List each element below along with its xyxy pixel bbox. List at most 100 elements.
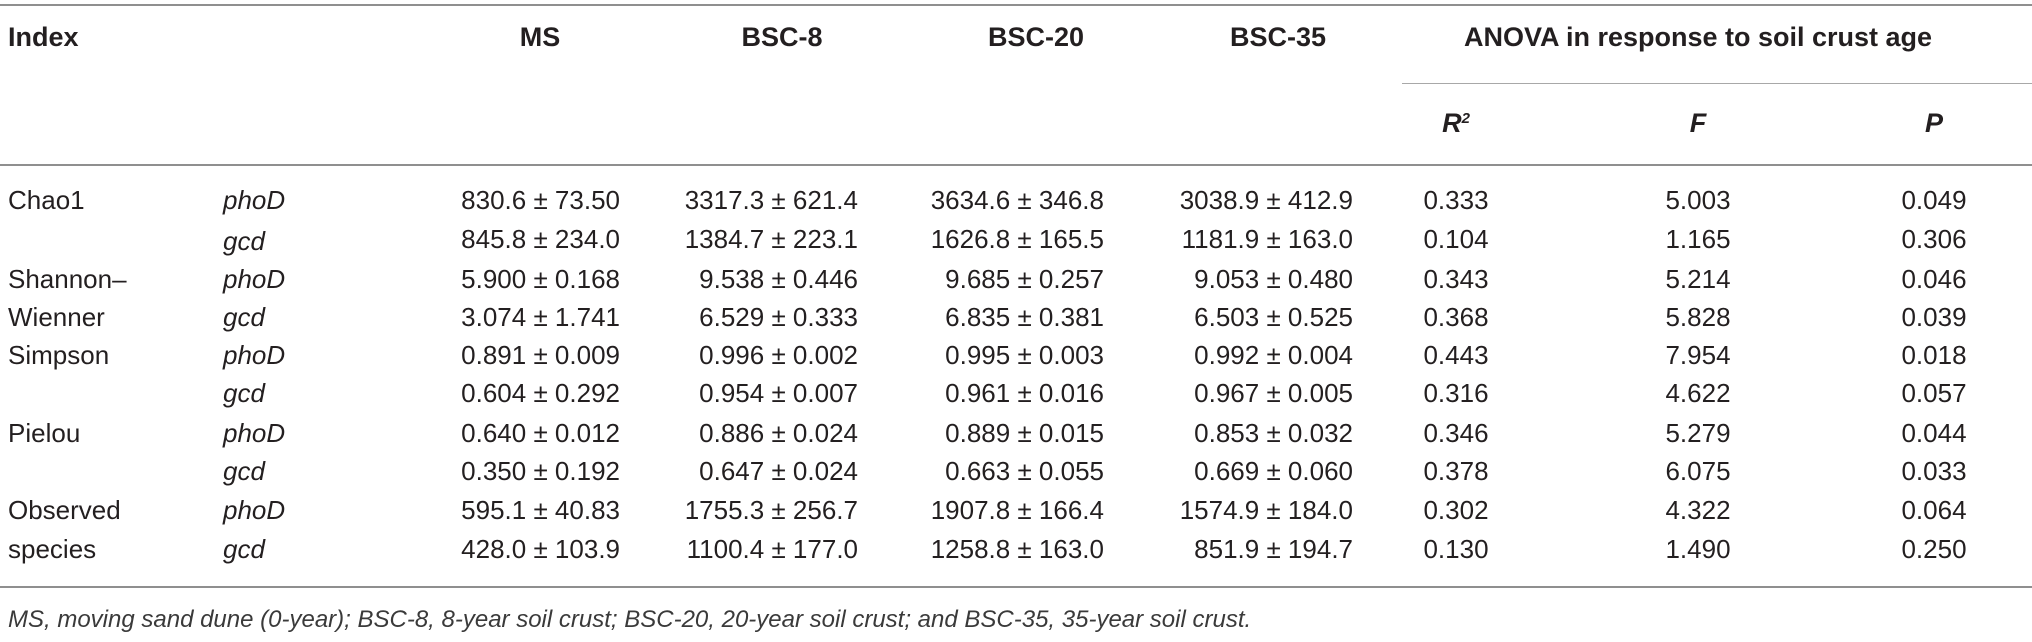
r2-cell: 0.316 — [1423, 378, 1489, 408]
p-cell: 0.033 — [1901, 456, 1967, 486]
f-cell: 1.165 — [1665, 224, 1731, 254]
ms-cell: 595.1 ± 40.83 — [461, 495, 620, 525]
f-cell: 5.279 — [1665, 418, 1731, 448]
p-cell: 0.046 — [1901, 264, 1967, 294]
ms-cell: 428.0 ± 103.9 — [461, 534, 620, 564]
r2-cell: 0.104 — [1423, 224, 1489, 254]
bsc8-cell: 0.954 ± 0.007 — [699, 378, 858, 408]
bsc20-cell: 6.835 ± 0.381 — [945, 302, 1104, 332]
bsc20-cell: 1626.8 ± 165.5 — [930, 224, 1104, 254]
p-cell: 0.250 — [1901, 534, 1967, 564]
p-cell: 0.064 — [1901, 495, 1967, 525]
bsc8-cell: 3317.3 ± 621.4 — [684, 185, 858, 215]
bsc8-cell: 1755.3 ± 256.7 — [684, 495, 858, 525]
header-bsc20: BSC-20 — [987, 22, 1085, 52]
gene-cell: phoD — [223, 495, 286, 525]
bsc20-cell: 1258.8 ± 163.0 — [930, 534, 1104, 564]
gene-cell: gcd — [223, 226, 265, 256]
header-anova: ANOVA in response to soil crust age — [1463, 22, 1933, 52]
gene-cell: gcd — [223, 534, 265, 564]
index-cell: Chao1 — [8, 185, 85, 215]
bsc35-cell: 3038.9 ± 412.9 — [1179, 185, 1353, 215]
bsc35-cell: 0.967 ± 0.005 — [1194, 378, 1353, 408]
ms-cell: 830.6 ± 73.50 — [461, 185, 620, 215]
r2-cell: 0.378 — [1423, 456, 1489, 486]
gene-cell: phoD — [223, 185, 286, 215]
ms-cell: 0.640 ± 0.012 — [461, 418, 620, 448]
bsc8-cell: 9.538 ± 0.446 — [699, 264, 858, 294]
table-footnote: MS, moving sand dune (0-year); BSC-8, 8-… — [8, 606, 1252, 633]
f-cell: 4.322 — [1665, 495, 1731, 525]
ms-cell: 0.891 ± 0.009 — [461, 340, 620, 370]
index-cell: Wienner — [8, 302, 105, 332]
bsc8-cell: 6.529 ± 0.333 — [699, 302, 858, 332]
index-cell: Pielou — [8, 418, 81, 448]
r2-cell: 0.368 — [1423, 302, 1489, 332]
ms-cell: 5.900 ± 0.168 — [461, 264, 620, 294]
f-cell: 4.622 — [1665, 378, 1731, 408]
p-cell: 0.049 — [1901, 185, 1967, 215]
table-top-rule — [0, 4, 2032, 6]
index-cell: Observed — [8, 495, 121, 525]
bsc20-cell: 9.685 ± 0.257 — [945, 264, 1104, 294]
bsc8-cell: 1384.7 ± 223.1 — [684, 224, 858, 254]
r2-cell: 0.130 — [1423, 534, 1489, 564]
r2-cell: 0.302 — [1423, 495, 1489, 525]
bsc35-cell: 6.503 ± 0.525 — [1194, 302, 1353, 332]
p-cell: 0.018 — [1901, 340, 1967, 370]
f-cell: 5.828 — [1665, 302, 1731, 332]
bsc20-cell: 0.961 ± 0.016 — [945, 378, 1104, 408]
p-cell: 0.044 — [1901, 418, 1967, 448]
p-cell: 0.306 — [1901, 224, 1967, 254]
f-cell: 1.490 — [1665, 534, 1731, 564]
r2-cell: 0.346 — [1423, 418, 1489, 448]
bsc35-cell: 1181.9 ± 163.0 — [1181, 224, 1353, 254]
header-bsc8: BSC-8 — [741, 22, 823, 52]
gene-cell: gcd — [223, 456, 265, 486]
bsc35-cell: 0.853 ± 0.032 — [1194, 418, 1353, 448]
ms-cell: 3.074 ± 1.741 — [461, 302, 620, 332]
bsc8-cell: 0.886 ± 0.024 — [699, 418, 858, 448]
gene-cell: gcd — [223, 378, 265, 408]
header-f: F — [1689, 108, 1707, 138]
gene-cell: phoD — [223, 340, 286, 370]
gene-cell: gcd — [223, 302, 265, 332]
bsc35-cell: 9.053 ± 0.480 — [1194, 264, 1353, 294]
header-ms: MS — [519, 22, 561, 52]
r2-cell: 0.443 — [1423, 340, 1489, 370]
p-cell: 0.057 — [1901, 378, 1967, 408]
index-cell: Shannon– — [8, 264, 127, 294]
p-cell: 0.039 — [1901, 302, 1967, 332]
ms-cell: 0.604 ± 0.292 — [461, 378, 620, 408]
bsc8-cell: 0.996 ± 0.002 — [699, 340, 858, 370]
index-cell: Simpson — [8, 340, 110, 370]
f-cell: 5.214 — [1665, 264, 1731, 294]
ms-cell: 845.8 ± 234.0 — [461, 224, 620, 254]
header-r2: R2 — [1442, 108, 1470, 138]
bsc35-cell: 851.9 ± 194.7 — [1194, 534, 1353, 564]
f-cell: 5.003 — [1665, 185, 1731, 215]
header-bottom-rule — [0, 164, 2032, 166]
bsc35-cell: 0.669 ± 0.060 — [1194, 456, 1353, 486]
bsc20-cell: 0.663 ± 0.055 — [945, 456, 1104, 486]
bsc20-cell: 0.889 ± 0.015 — [945, 418, 1104, 448]
index-cell: species — [8, 534, 97, 564]
bsc20-cell: 0.995 ± 0.003 — [945, 340, 1104, 370]
ms-cell: 0.350 ± 0.192 — [461, 456, 620, 486]
bsc20-cell: 1907.8 ± 166.4 — [930, 495, 1104, 525]
header-index: Index — [8, 22, 79, 52]
bsc20-cell: 3634.6 ± 346.8 — [930, 185, 1104, 215]
header-bsc35: BSC-35 — [1229, 22, 1327, 52]
bsc35-cell: 0.992 ± 0.004 — [1194, 340, 1353, 370]
f-cell: 7.954 — [1665, 340, 1731, 370]
bsc35-cell: 1574.9 ± 184.0 — [1179, 495, 1353, 525]
r2-cell: 0.333 — [1423, 185, 1489, 215]
bsc8-cell: 1100.4 ± 177.0 — [686, 534, 858, 564]
r2-cell: 0.343 — [1423, 264, 1489, 294]
table-bottom-rule — [0, 586, 2032, 588]
gene-cell: phoD — [223, 264, 286, 294]
header-p: P — [1924, 108, 1944, 138]
gene-cell: phoD — [223, 418, 286, 448]
f-cell: 6.075 — [1665, 456, 1731, 486]
anova-subrule — [1402, 83, 2032, 84]
